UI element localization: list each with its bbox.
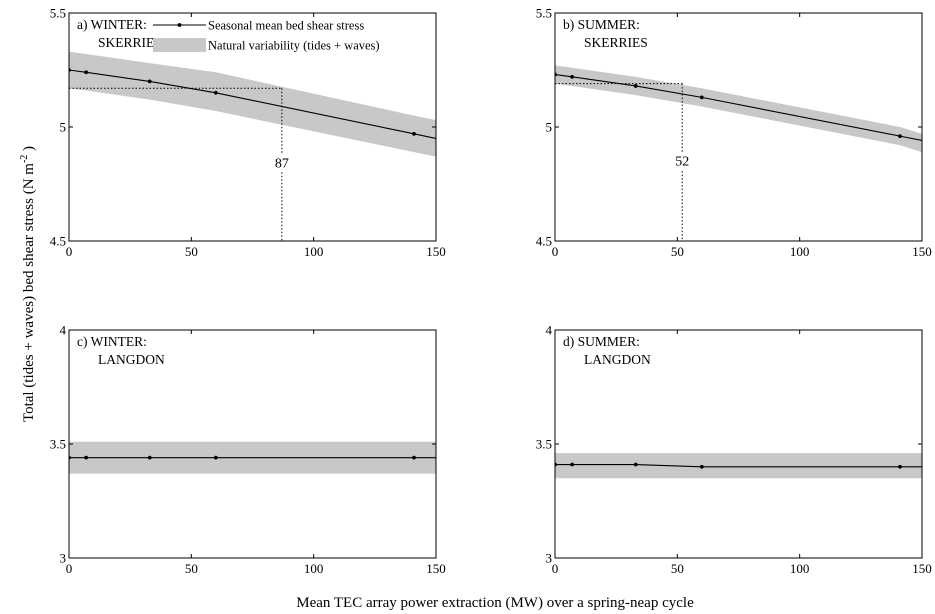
- x-tick-label: 50: [185, 244, 198, 259]
- x-tick-label: 0: [66, 244, 73, 259]
- y-tick-label: 5.5: [536, 6, 552, 21]
- x-tick-label: 50: [671, 244, 684, 259]
- data-point: [570, 74, 575, 79]
- panel-b: 52 0 50 100 150 4.5 5 5.5 b) SUMMER: SKERRIES: [536, 6, 932, 260]
- x-tick-label: 0: [552, 244, 559, 259]
- x-tick-label: 50: [185, 561, 198, 576]
- data-point: [84, 70, 89, 75]
- y-tick-label: 4.5: [50, 234, 66, 249]
- panel-title-line1: b) SUMMER:: [563, 17, 640, 32]
- x-tick-label: 50: [671, 561, 684, 576]
- x-tick-label: 100: [790, 244, 810, 259]
- panel-c: 0 50 100 150 3 3.5 4 c) WINTER: LANGDON: [50, 323, 446, 577]
- y-tick-label: 5: [60, 120, 67, 135]
- x-tick-label: 150: [912, 561, 932, 576]
- data-point: [213, 455, 218, 460]
- variability-band: [555, 453, 922, 479]
- y-axis-title-superscript: -2: [19, 155, 30, 163]
- panel-title-line2: SKERRIES: [98, 35, 162, 50]
- panel-title-line1: d) SUMMER:: [563, 334, 640, 349]
- y-tick-label: 4: [60, 323, 67, 338]
- data-point: [699, 95, 704, 100]
- panel-title-line2: LANGDON: [584, 352, 651, 367]
- variability-band: [69, 51, 436, 157]
- data-point: [147, 455, 152, 460]
- plot-area: [555, 65, 922, 241]
- data-point: [412, 131, 416, 136]
- data-point: [570, 462, 575, 467]
- x-tick-label: 0: [552, 561, 559, 576]
- y-axis-title: Total (tides + waves) bed shear stress (…: [19, 146, 37, 422]
- variability-band: [555, 65, 922, 153]
- x-axis-title: Mean TEC array power extraction (MW) ove…: [296, 595, 694, 611]
- y-tick-label: 3.5: [50, 437, 66, 452]
- legend-line-label: Seasonal mean bed shear stress: [208, 19, 364, 33]
- x-tick-label: 100: [304, 561, 324, 576]
- legend-band-label: Natural variability (tides + waves): [208, 39, 380, 53]
- mean-line: [555, 463, 922, 468]
- y-tick-label: 3.5: [536, 437, 552, 452]
- legend-point-swatch: [177, 23, 182, 27]
- panel-title-line1: c) WINTER:: [77, 334, 147, 349]
- x-tick-label: 100: [304, 244, 324, 259]
- threshold-label-bg: [269, 154, 294, 172]
- panel-title-line1: a) WINTER:: [77, 17, 147, 32]
- panel-title-line2: LANGDON: [98, 352, 165, 367]
- y-tick-label: 4: [546, 323, 553, 338]
- data-point: [633, 84, 638, 88]
- data-point: [147, 79, 152, 84]
- y-axis-title-end: ): [21, 146, 37, 155]
- plot-area: [69, 441, 436, 474]
- data-point: [213, 90, 218, 95]
- legend-band-swatch: [153, 38, 206, 52]
- data-point: [84, 455, 89, 460]
- y-tick-label: 5: [546, 120, 553, 135]
- data-point: [633, 462, 638, 467]
- y-axis-title-text: Total (tides + waves) bed shear stress (…: [21, 163, 37, 422]
- x-tick-label: 0: [66, 561, 73, 576]
- plot-area: [69, 51, 436, 241]
- mean-line: [555, 74, 922, 141]
- y-tick-label: 4.5: [536, 234, 552, 249]
- data-point: [699, 464, 704, 469]
- panel-title-line2: SKERRIES: [584, 35, 648, 50]
- panel-d: 0 50 100 150 3 3.5 4 d) SUMMER: LANGDON: [536, 323, 932, 577]
- threshold-label: 87: [275, 157, 289, 172]
- y-tick-label: 3: [546, 551, 553, 566]
- plot-area: [555, 453, 922, 479]
- mean-line: [69, 69, 436, 139]
- legend: Seasonal mean bed shear stress Natural va…: [153, 19, 380, 53]
- data-point: [412, 455, 416, 460]
- y-tick-label: 3: [60, 551, 67, 566]
- threshold-label: 52: [675, 154, 689, 169]
- x-tick-label: 150: [912, 244, 932, 259]
- data-point: [898, 464, 902, 469]
- x-tick-label: 150: [426, 244, 446, 259]
- y-tick-label: 5.5: [50, 6, 66, 21]
- data-point: [898, 134, 902, 139]
- x-tick-label: 100: [790, 561, 810, 576]
- threshold-label-bg: [670, 152, 695, 170]
- x-tick-label: 150: [426, 561, 446, 576]
